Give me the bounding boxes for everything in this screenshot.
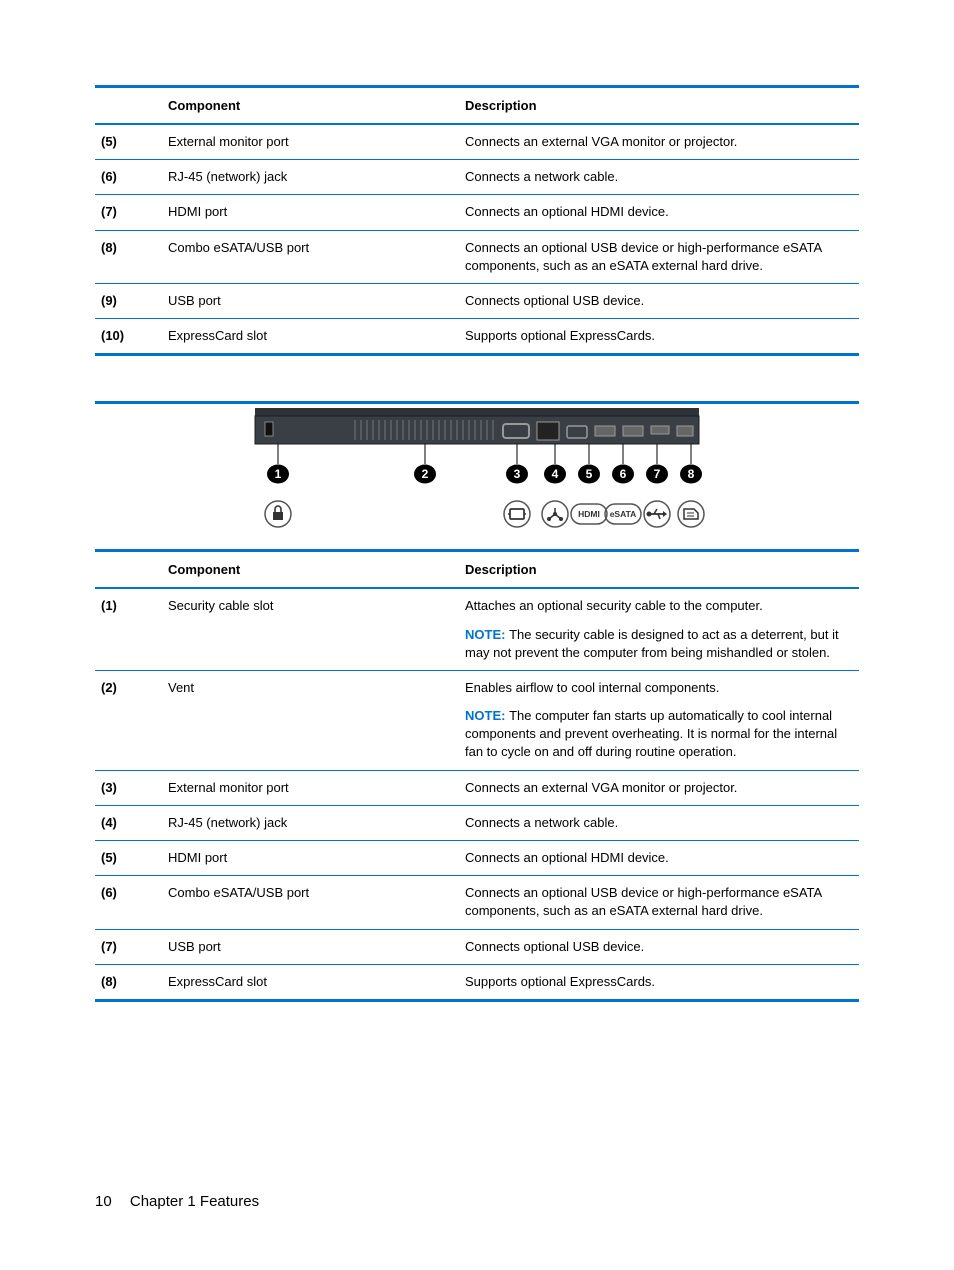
table-row: (10)ExpressCard slotSupports optional Ex…: [95, 319, 859, 355]
row-number: (9): [95, 283, 162, 318]
table-row: (7)USB portConnects optional USB device.: [95, 929, 859, 964]
component-description: Connects a network cable.: [459, 805, 859, 840]
component-description: Enables airflow to cool internal compone…: [459, 670, 859, 770]
component-name: HDMI port: [162, 841, 459, 876]
svg-text:eSATA: eSATA: [610, 509, 637, 519]
row-number: (7): [95, 929, 162, 964]
svg-text:5: 5: [586, 467, 593, 481]
page-number: 10: [95, 1193, 112, 1210]
table-row: (9)USB portConnects optional USB device.: [95, 283, 859, 318]
components-table-1: Component Description (5)External monito…: [95, 85, 859, 356]
table-row: (6)RJ-45 (network) jackConnects a networ…: [95, 160, 859, 195]
component-name: USB port: [162, 929, 459, 964]
component-name: HDMI port: [162, 195, 459, 230]
rear-ports-diagram-section: 1 2 3 4 5 6 7 8 HDMI eSATA: [95, 401, 859, 539]
row-number: (10): [95, 319, 162, 355]
note-label: NOTE:: [465, 708, 509, 723]
component-description: Connects an optional HDMI device.: [459, 841, 859, 876]
row-number: (1): [95, 588, 162, 670]
component-name: External monitor port: [162, 124, 459, 160]
component-name: ExpressCard slot: [162, 964, 459, 1000]
component-description: Connects an optional USB device or high-…: [459, 876, 859, 929]
chapter-title: Chapter 1 Features: [130, 1193, 259, 1210]
table-row: (4)RJ-45 (network) jackConnects a networ…: [95, 805, 859, 840]
t1-header-component: Component: [162, 87, 459, 125]
component-description: Connects an optional USB device or high-…: [459, 230, 859, 283]
note-label: NOTE:: [465, 627, 509, 642]
svg-text:4: 4: [552, 467, 559, 481]
row-number: (2): [95, 670, 162, 770]
component-name: USB port: [162, 283, 459, 318]
component-description: Connects optional USB device.: [459, 929, 859, 964]
svg-text:HDMI: HDMI: [578, 509, 600, 519]
component-description: Supports optional ExpressCards.: [459, 319, 859, 355]
table-row: (5)HDMI portConnects an optional HDMI de…: [95, 841, 859, 876]
table-row: (3)External monitor portConnects an exte…: [95, 770, 859, 805]
component-name: Combo eSATA/USB port: [162, 876, 459, 929]
component-description: Connects a network cable.: [459, 160, 859, 195]
t2-header-description: Description: [459, 551, 859, 589]
table-row: (1)Security cable slotAttaches an option…: [95, 588, 859, 670]
svg-text:2: 2: [422, 467, 429, 481]
row-number: (5): [95, 841, 162, 876]
component-name: External monitor port: [162, 770, 459, 805]
note-text: The security cable is designed to act as…: [465, 627, 839, 660]
row-number: (6): [95, 160, 162, 195]
component-description: Attaches an optional security cable to t…: [459, 588, 859, 670]
components-table-2: Component Description (1)Security cable …: [95, 549, 859, 1002]
component-name: RJ-45 (network) jack: [162, 805, 459, 840]
table-row: (8)ExpressCard slotSupports optional Exp…: [95, 964, 859, 1000]
component-name: Vent: [162, 670, 459, 770]
row-number: (5): [95, 124, 162, 160]
rear-ports-diagram: 1 2 3 4 5 6 7 8 HDMI eSATA: [237, 404, 717, 539]
row-number: (4): [95, 805, 162, 840]
row-number: (6): [95, 876, 162, 929]
component-description: Connects an external VGA monitor or proj…: [459, 124, 859, 160]
component-description: Connects an external VGA monitor or proj…: [459, 770, 859, 805]
table-row: (6)Combo eSATA/USB portConnects an optio…: [95, 876, 859, 929]
note-text: The computer fan starts up automatically…: [465, 708, 837, 759]
table-row: (5)External monitor portConnects an exte…: [95, 124, 859, 160]
table-row: (7)HDMI portConnects an optional HDMI de…: [95, 195, 859, 230]
row-number: (3): [95, 770, 162, 805]
component-name: Security cable slot: [162, 588, 459, 670]
component-name: RJ-45 (network) jack: [162, 160, 459, 195]
svg-text:7: 7: [654, 467, 661, 481]
svg-text:6: 6: [620, 467, 627, 481]
svg-text:8: 8: [688, 467, 695, 481]
table-row: (2)VentEnables airflow to cool internal …: [95, 670, 859, 770]
svg-text:3: 3: [514, 467, 521, 481]
row-number: (7): [95, 195, 162, 230]
t2-header-component: Component: [162, 551, 459, 589]
component-description: Connects an optional HDMI device.: [459, 195, 859, 230]
t1-header-description: Description: [459, 87, 859, 125]
component-name: ExpressCard slot: [162, 319, 459, 355]
svg-text:1: 1: [275, 467, 282, 481]
component-description: Supports optional ExpressCards.: [459, 964, 859, 1000]
row-number: (8): [95, 230, 162, 283]
component-description: Connects optional USB device.: [459, 283, 859, 318]
table-row: (8)Combo eSATA/USB portConnects an optio…: [95, 230, 859, 283]
page-footer: 10 Chapter 1 Features: [95, 1193, 259, 1210]
row-number: (8): [95, 964, 162, 1000]
component-name: Combo eSATA/USB port: [162, 230, 459, 283]
